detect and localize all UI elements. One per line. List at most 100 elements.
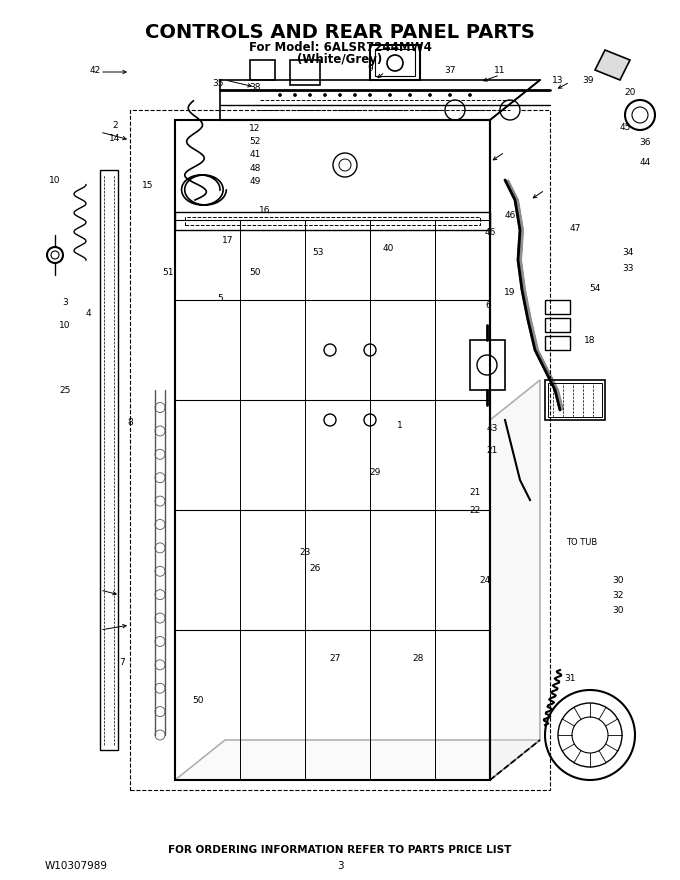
Text: 48: 48 [250, 164, 260, 172]
Bar [370, 45, 420, 80]
Circle shape [625, 100, 655, 130]
Text: 4: 4 [85, 309, 91, 318]
Circle shape [388, 93, 392, 97]
Text: 44: 44 [639, 158, 651, 166]
Circle shape [477, 355, 497, 375]
Circle shape [364, 344, 376, 356]
Text: 10: 10 [49, 175, 61, 185]
Text: 46: 46 [484, 228, 496, 237]
Bar [185, 217, 480, 225]
Circle shape [364, 414, 376, 426]
Text: 35: 35 [212, 78, 224, 87]
Circle shape [324, 93, 326, 97]
Text: 3: 3 [62, 297, 68, 306]
Circle shape [632, 107, 648, 123]
Text: 2: 2 [112, 121, 118, 129]
Text: 12: 12 [250, 123, 260, 133]
Text: 54: 54 [590, 283, 600, 292]
Bar [545, 380, 605, 420]
Circle shape [51, 251, 59, 259]
Circle shape [445, 100, 465, 120]
Text: 25: 25 [59, 385, 71, 394]
Text: 26: 26 [309, 563, 321, 573]
Bar [470, 340, 505, 390]
Text: 36: 36 [639, 137, 651, 146]
Text: 32: 32 [612, 590, 624, 599]
Circle shape [409, 93, 411, 97]
Text: FOR ORDERING INFORMATION REFER TO PARTS PRICE LIST: FOR ORDERING INFORMATION REFER TO PARTS … [169, 845, 511, 855]
Text: 8: 8 [127, 417, 133, 427]
Text: 29: 29 [369, 467, 381, 476]
Text: 27: 27 [329, 654, 341, 663]
Text: 22: 22 [469, 505, 481, 515]
Text: 47: 47 [569, 224, 581, 232]
Bar [545, 318, 570, 332]
Circle shape [324, 344, 336, 356]
Text: 46: 46 [505, 210, 515, 219]
Text: 11: 11 [494, 65, 506, 75]
Circle shape [294, 93, 296, 97]
Text: 30: 30 [612, 605, 624, 614]
Text: 53: 53 [312, 247, 324, 256]
Text: For Model: 6ALSR7244MW4: For Model: 6ALSR7244MW4 [249, 40, 431, 54]
Text: 18: 18 [584, 335, 596, 344]
Text: 19: 19 [505, 288, 515, 297]
Polygon shape [175, 740, 540, 780]
Circle shape [387, 55, 403, 71]
Text: 50: 50 [192, 695, 204, 705]
Bar [290, 60, 320, 85]
Text: 39: 39 [582, 76, 594, 84]
Bar [548, 383, 602, 417]
Text: 45: 45 [619, 122, 630, 131]
Text: 49: 49 [250, 177, 260, 186]
Circle shape [545, 690, 635, 780]
Text: 41: 41 [250, 150, 260, 158]
Circle shape [558, 703, 622, 767]
Circle shape [449, 93, 452, 97]
Circle shape [572, 717, 608, 753]
Text: 43: 43 [486, 423, 498, 432]
Text: CONTROLS AND REAR PANEL PARTS: CONTROLS AND REAR PANEL PARTS [145, 23, 535, 41]
Text: 34: 34 [622, 247, 634, 256]
Text: 51: 51 [163, 268, 174, 276]
Text: 52: 52 [250, 136, 260, 145]
Text: 9: 9 [367, 63, 373, 72]
Text: 37: 37 [444, 65, 456, 75]
Bar [545, 300, 570, 314]
Text: 6: 6 [485, 300, 491, 310]
Circle shape [333, 153, 357, 177]
Text: 33: 33 [622, 263, 634, 273]
Text: 7: 7 [119, 657, 125, 666]
Text: 50: 50 [250, 268, 260, 276]
Text: TO TUB: TO TUB [566, 538, 598, 546]
Polygon shape [490, 380, 540, 780]
Text: 38: 38 [250, 83, 260, 92]
Circle shape [469, 93, 471, 97]
Text: 24: 24 [479, 576, 491, 584]
Text: 10: 10 [59, 320, 71, 329]
Circle shape [47, 247, 63, 263]
Text: W10307989: W10307989 [45, 861, 108, 871]
Text: 13: 13 [552, 76, 564, 84]
Circle shape [428, 93, 432, 97]
Circle shape [354, 93, 356, 97]
Text: 1: 1 [397, 421, 403, 429]
Circle shape [339, 93, 341, 97]
Polygon shape [595, 50, 630, 80]
Circle shape [369, 93, 371, 97]
Text: 23: 23 [299, 547, 311, 556]
Circle shape [279, 93, 282, 97]
Text: (White/Grey): (White/Grey) [297, 53, 383, 65]
Text: 21: 21 [469, 488, 481, 496]
Bar [175, 120, 490, 780]
Text: 16: 16 [259, 206, 271, 215]
Text: 21: 21 [486, 445, 498, 454]
Text: 30: 30 [612, 576, 624, 584]
Circle shape [324, 414, 336, 426]
Text: 5: 5 [217, 294, 223, 303]
Text: 42: 42 [89, 65, 101, 75]
Bar [375, 49, 415, 76]
Text: 14: 14 [109, 134, 120, 143]
Text: 20: 20 [624, 87, 636, 97]
Text: 3: 3 [337, 861, 343, 871]
